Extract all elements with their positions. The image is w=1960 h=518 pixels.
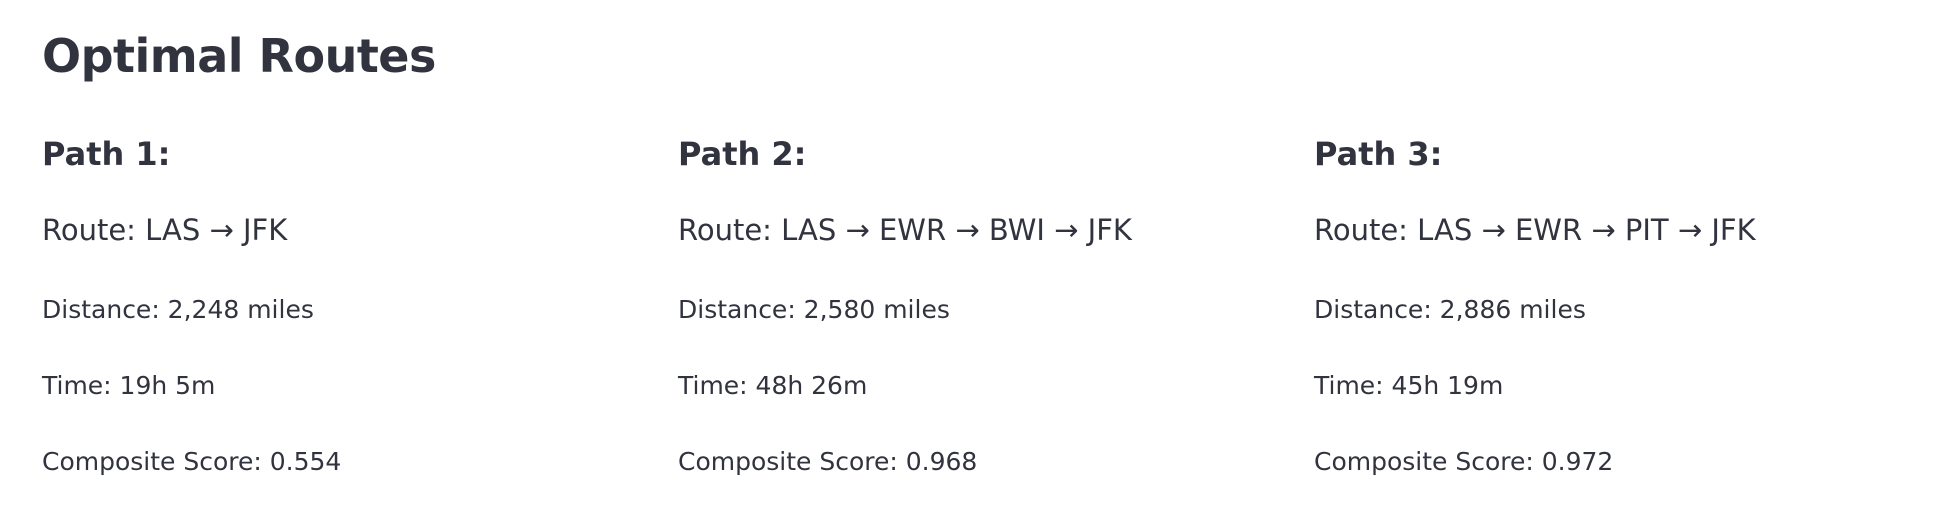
composite-score-text: Composite Score: 0.968 (678, 447, 978, 476)
distance-text: Distance: 2,248 miles (42, 295, 314, 324)
page-title: Optimal Routes (42, 29, 436, 83)
path-card-3: Path 3: Route: LAS → EWR → PIT → JFK Dis… (1314, 132, 1934, 512)
path-card-1: Path 1: Route: LAS → JFK Distance: 2,248… (42, 132, 662, 512)
route-text: Route: LAS → JFK (42, 213, 288, 247)
distance-text: Distance: 2,886 miles (1314, 295, 1586, 324)
time-text: Time: 45h 19m (1314, 371, 1504, 400)
time-text: Time: 19h 5m (42, 371, 216, 400)
path-card-2: Path 2: Route: LAS → EWR → BWI → JFK Dis… (678, 132, 1298, 512)
routes-grid: Path 1: Route: LAS → JFK Distance: 2,248… (42, 132, 1942, 512)
path-heading: Path 3: (1314, 135, 1443, 173)
route-text: Route: LAS → EWR → BWI → JFK (678, 213, 1132, 247)
route-text: Route: LAS → EWR → PIT → JFK (1314, 213, 1756, 247)
composite-score-text: Composite Score: 0.554 (42, 447, 342, 476)
optimal-routes-page: Optimal Routes Path 1: Route: LAS → JFK … (42, 0, 1942, 518)
time-text: Time: 48h 26m (678, 371, 868, 400)
distance-text: Distance: 2,580 miles (678, 295, 950, 324)
path-heading: Path 1: (42, 135, 171, 173)
composite-score-text: Composite Score: 0.972 (1314, 447, 1614, 476)
path-heading: Path 2: (678, 135, 807, 173)
